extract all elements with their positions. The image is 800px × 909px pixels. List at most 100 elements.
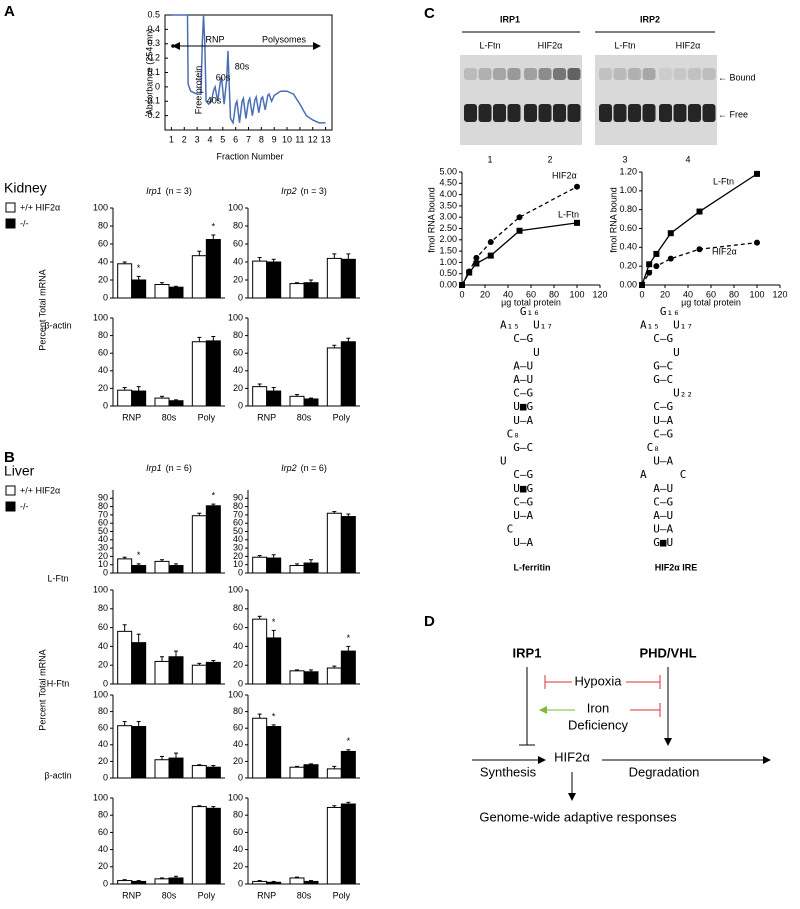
y-tick-label: 40 <box>98 534 108 544</box>
y-tick-label: 100 <box>228 312 243 322</box>
x-tick-label: 10 <box>282 134 292 144</box>
chart-title-gene: Irp2 <box>281 186 297 196</box>
y-tick-label: 40 <box>233 365 243 375</box>
series-line <box>171 14 326 126</box>
y-tick-label: 40 <box>233 739 243 749</box>
x-tick-label: 13 <box>321 134 331 144</box>
rna-row: U–A <box>500 414 533 427</box>
y-tick-label: 10 <box>98 559 108 569</box>
rna-row: U <box>500 346 540 359</box>
x-tick-label: 11 <box>295 134 304 144</box>
bar <box>168 400 184 407</box>
y-tick-label: 60 <box>233 518 243 528</box>
chart-title: Irp1 (n = 6) <box>146 463 192 473</box>
bar <box>266 726 282 779</box>
significance: * <box>212 221 216 231</box>
y-tick-label: 50 <box>98 526 108 536</box>
y-tick-label: 60 <box>98 518 108 528</box>
y-tick-label: 60 <box>98 827 108 837</box>
x-tick-label: 0 <box>459 289 464 299</box>
lane-number: 2 <box>547 154 552 164</box>
y-tick-label: 0.4 <box>147 24 160 34</box>
y-tick-label: 60 <box>98 238 108 248</box>
x-tick-label: 20 <box>660 289 670 299</box>
y-tick-label: 40 <box>98 844 108 854</box>
y-tick-label: 100 <box>228 689 243 699</box>
x-tick-label: 80s <box>162 890 177 900</box>
rna-row: G–C <box>640 359 673 372</box>
y-axis-label: Percent Total mRNA <box>37 269 47 350</box>
rna-row: U₂₂ <box>640 387 693 400</box>
x-tick-label: Poly <box>333 890 351 900</box>
marker <box>487 252 494 259</box>
row-label: β-actin <box>44 770 71 780</box>
marker <box>459 282 465 288</box>
rna-row: A–U <box>640 482 673 495</box>
x-tick-label: 60 <box>706 289 716 299</box>
bar <box>326 667 342 685</box>
bar <box>252 260 268 299</box>
node: Deficiency <box>568 717 628 732</box>
y-tick-label: 0 <box>103 567 108 577</box>
node: IRP1 <box>513 645 542 660</box>
y-tick-label: 20 <box>233 274 243 284</box>
chart-title: Irp2 (n = 6) <box>281 463 327 473</box>
bar <box>117 389 133 407</box>
y-tick-label: 20 <box>233 861 243 871</box>
marker <box>653 250 660 257</box>
rna-row: U■G <box>500 482 533 495</box>
y-tick-label: 90 <box>233 493 243 503</box>
bar <box>340 650 356 685</box>
series-label: HIF2α <box>712 246 737 256</box>
bar <box>303 282 319 299</box>
x-tick-label: 80s <box>297 890 312 900</box>
bar <box>266 637 282 685</box>
y-tick-label: -0.2 <box>144 110 160 120</box>
y-tick-label: 0.2 <box>147 53 160 63</box>
node: Degradation <box>629 764 700 779</box>
marker <box>466 269 473 276</box>
marker <box>667 255 674 262</box>
y-tick-label: 60 <box>233 622 243 632</box>
x-tick-label: 40 <box>683 289 693 299</box>
y-tick-label: 70 <box>233 509 243 519</box>
y-tick-label: 0.1 <box>147 67 160 77</box>
bar <box>340 516 356 574</box>
rna-row: A–U <box>640 509 673 522</box>
marker <box>653 263 660 270</box>
row-label: H-Ftn <box>47 678 70 688</box>
bar <box>289 565 305 574</box>
group-title: Kidney <box>4 180 47 196</box>
gel-header: IRP1 <box>500 14 520 24</box>
x-tick-label: 5 <box>220 134 225 144</box>
significance: * <box>272 617 276 627</box>
marker <box>574 183 580 190</box>
chart-subtitle: (n = 6) <box>301 463 327 473</box>
x-tick-label: Poly <box>198 890 216 900</box>
bar <box>340 750 356 779</box>
bar <box>168 656 184 685</box>
y-tick-label: 0.3 <box>147 38 160 48</box>
rna-row: A₁₅ U₁₇ <box>500 319 553 332</box>
node: Synthesis <box>480 764 537 779</box>
y-tick-label: 50 <box>233 526 243 536</box>
bar <box>154 878 170 885</box>
bar <box>191 255 207 299</box>
y-tick-label: 80 <box>98 501 108 511</box>
y-tick-label: 80 <box>98 220 108 230</box>
y-tick-label: 60 <box>233 723 243 733</box>
y-tick-label: 0 <box>103 678 108 688</box>
legend-label: -/- <box>20 218 29 228</box>
significance: * <box>212 490 216 500</box>
y-tick-label: 0.00 <box>439 279 457 289</box>
y-tick-label: 80 <box>98 706 108 716</box>
band-label: ← Bound <box>718 72 756 82</box>
y-tick-label: 0 <box>238 678 243 688</box>
marker <box>754 239 760 246</box>
significance: * <box>347 736 351 746</box>
x-tick-label: RNP <box>257 890 276 900</box>
marker <box>487 239 494 246</box>
y-tick-label: 40 <box>233 256 243 266</box>
bar <box>117 880 133 885</box>
bar <box>252 717 268 779</box>
